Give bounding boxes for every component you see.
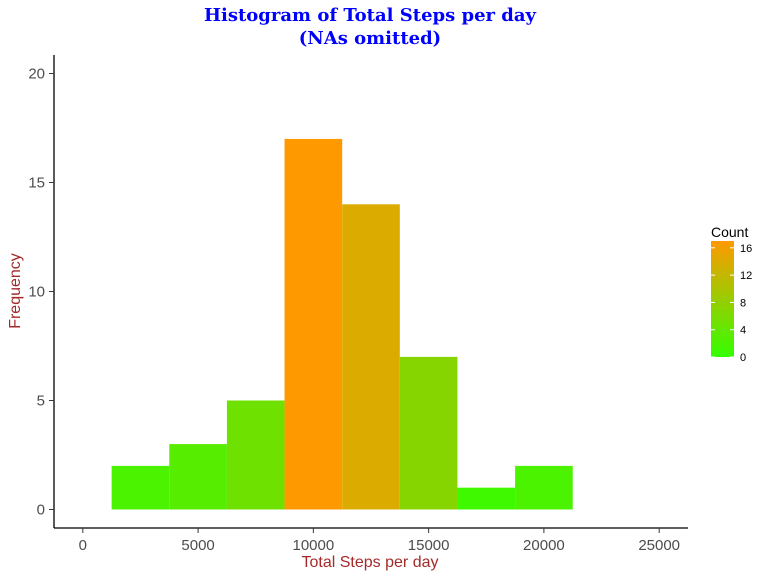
- histogram-bar-3: [284, 138, 343, 510]
- x-tick-label: 5000: [181, 537, 214, 554]
- y-tick-label: 20: [28, 66, 45, 83]
- x-axis-title: Total Steps per day: [302, 554, 439, 571]
- histogram-bar-1: [169, 444, 227, 510]
- histogram-bar-4: [342, 204, 400, 510]
- y-tick-label: 5: [37, 392, 45, 409]
- y-tick-label: 0: [37, 501, 45, 518]
- legend-tick-label: 0: [740, 352, 746, 364]
- histogram-bar-5: [399, 356, 458, 510]
- x-tick-label: 0: [79, 537, 87, 554]
- chart-title: Histogram of Total Steps per day: [204, 5, 537, 26]
- y-axis-title: Frequency: [7, 253, 24, 329]
- legend-tick-label: 4: [740, 325, 746, 337]
- x-tick-label: 10000: [293, 537, 335, 554]
- legend-colorbar: [711, 241, 734, 357]
- x-axis-ticks: 0 5000 10000 15000 20000 25000: [79, 528, 680, 554]
- legend-tick-label: 12: [740, 270, 752, 282]
- legend-tick-label: 8: [740, 297, 746, 309]
- color-legend: Count 0 4 8 12 16: [711, 224, 752, 364]
- y-tick-label: 15: [28, 175, 45, 192]
- legend-title: Count: [711, 224, 748, 240]
- y-tick-label: 10: [28, 284, 45, 301]
- chart-subtitle: (NAs omitted): [299, 28, 441, 49]
- legend-ticks: 0 4 8 12 16: [711, 243, 752, 364]
- histogram-bar-7: [515, 465, 573, 510]
- x-tick-label: 25000: [638, 537, 680, 554]
- y-axis-ticks: 0 5 10 15 20: [28, 66, 54, 518]
- legend-tick-label: 16: [740, 243, 752, 255]
- histogram-bar-0: [111, 465, 170, 510]
- histogram-bar-6: [457, 487, 516, 510]
- histogram-bar-2: [226, 400, 285, 510]
- x-tick-label: 20000: [523, 537, 565, 554]
- bars-group: [111, 138, 573, 510]
- x-tick-label: 15000: [408, 537, 450, 554]
